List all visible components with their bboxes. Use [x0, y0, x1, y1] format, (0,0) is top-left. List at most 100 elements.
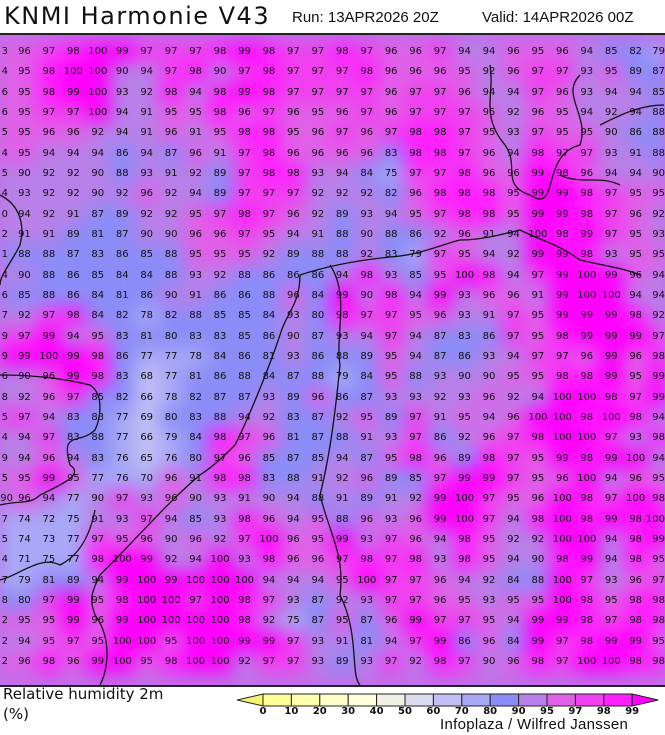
color-cell [36, 468, 62, 490]
color-cell [12, 367, 38, 389]
color-cell [403, 326, 429, 348]
color-cell [183, 224, 209, 246]
color-cell [574, 346, 600, 368]
humidity-value: 6 [1, 371, 8, 383]
color-cell [477, 143, 502, 165]
color-cell [501, 306, 527, 328]
color-cell [428, 163, 454, 185]
color-cell [452, 326, 478, 348]
color-cell [477, 306, 502, 328]
color-cell [648, 448, 665, 470]
color-cell [599, 245, 625, 267]
color-cell [305, 448, 331, 470]
color-cell [403, 306, 429, 328]
color-cell [0, 489, 13, 511]
color-cell [0, 387, 13, 409]
color-cell [525, 265, 551, 287]
color-cell [379, 346, 405, 368]
color-cell [208, 367, 234, 389]
color-cell [501, 387, 527, 409]
humidity-value: 97 [652, 330, 665, 342]
color-cell [574, 82, 600, 104]
legend-label: 50 [398, 706, 412, 717]
color-cell [452, 428, 478, 450]
color-cell [61, 184, 87, 206]
color-cell [12, 163, 38, 185]
color-cell [0, 143, 13, 165]
color-cell [208, 407, 234, 429]
color-cell [110, 346, 136, 368]
color-cell [36, 163, 62, 185]
humidity-value: 6 [1, 106, 8, 118]
color-cell [599, 285, 625, 307]
color-cell [379, 468, 405, 490]
color-cell [183, 285, 209, 307]
humidity-value: 79 [652, 46, 665, 57]
color-cell [599, 62, 625, 84]
color-cell [623, 468, 649, 490]
color-cell [354, 82, 380, 104]
color-cell [477, 367, 502, 389]
model-title: KNMI Harmonie V43 [4, 2, 271, 30]
color-cell [623, 407, 649, 429]
color-cell [477, 326, 502, 348]
color-cell [208, 123, 234, 145]
humidity-value: 7 [1, 310, 8, 322]
color-cell [281, 163, 307, 185]
color-cell [305, 184, 331, 206]
humidity-value: 5 [1, 533, 8, 545]
color-cell [281, 143, 307, 165]
color-cell [428, 428, 454, 450]
color-cell [85, 346, 111, 368]
color-cell [256, 346, 282, 368]
color-cell [208, 245, 234, 267]
color-cell [477, 82, 502, 104]
legend-label: 30 [341, 706, 356, 717]
color-cell [0, 468, 13, 490]
color-cell [183, 387, 209, 409]
color-cell [183, 163, 209, 185]
color-cell [0, 509, 13, 531]
color-cell [61, 387, 87, 409]
color-cell [305, 204, 331, 226]
color-cell [330, 143, 356, 165]
color-cell [354, 123, 380, 145]
color-cell [477, 468, 502, 490]
color-cell [0, 326, 13, 348]
color-cell [623, 489, 649, 511]
color-cell [183, 102, 209, 124]
color-cell [354, 326, 380, 348]
color-cell [599, 184, 625, 206]
color-cell [0, 224, 13, 246]
color-cell [232, 123, 258, 145]
humidity-value: 98 [652, 615, 665, 627]
color-cell [0, 448, 13, 470]
humidity-value: 9 [1, 330, 8, 342]
color-cell [477, 123, 502, 145]
humidity-value: 100 [645, 513, 665, 525]
color-cell [525, 245, 551, 267]
legend-swatch [319, 693, 349, 707]
color-cell [354, 428, 380, 450]
color-cell [134, 62, 160, 84]
color-cell [159, 448, 185, 470]
color-cell [134, 407, 160, 429]
color-cell [648, 42, 665, 63]
credit-text: Infoplaza / Wilfred Janssen [440, 716, 629, 733]
humidity-value: 5 [1, 411, 8, 423]
color-cell [574, 245, 600, 267]
color-cell [623, 123, 649, 145]
color-cell [574, 448, 600, 470]
color-cell [208, 285, 234, 307]
color-cell [208, 265, 234, 287]
color-cell [0, 42, 13, 63]
color-cell [354, 387, 380, 409]
color-cell [256, 407, 282, 429]
color-cell [452, 82, 478, 104]
parameter-label: Relative humidity 2m (%) [3, 684, 163, 724]
color-cell [208, 143, 234, 165]
color-cell [85, 448, 111, 470]
color-cell [452, 265, 478, 287]
color-cell [256, 82, 282, 104]
color-cell [623, 204, 649, 226]
